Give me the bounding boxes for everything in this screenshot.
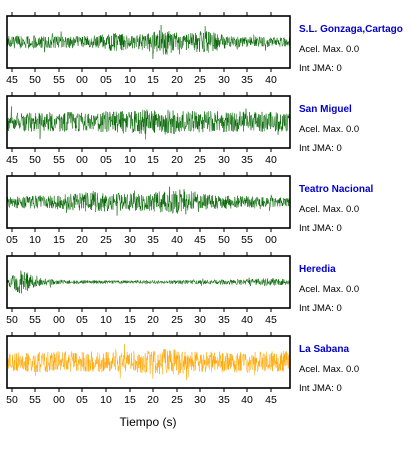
tick-label: 10 xyxy=(100,314,112,326)
panel-1: 45 50 55 00 05 10 15 20 25 30 35 40 S.L. Gonzaga,Car… xyxy=(6,12,403,86)
tick-label: 20 xyxy=(147,314,159,326)
tick-label: 50 xyxy=(29,74,41,86)
station-name: Teatro Nacional xyxy=(299,184,373,195)
tick-label: 20 xyxy=(171,154,183,166)
x-axis-title: Tiempo (s) xyxy=(120,415,177,429)
tick-label: 00 xyxy=(265,234,277,246)
tick-label: 45 xyxy=(6,74,18,86)
tick-label: 55 xyxy=(29,314,41,326)
panel-frame xyxy=(6,95,291,149)
tick-label: 00 xyxy=(53,314,65,326)
tick-label: 40 xyxy=(265,74,277,86)
tick-label: 15 xyxy=(147,154,159,166)
tick-label: 15 xyxy=(53,234,65,246)
max-acceleration-label: Acel. Max. 0.0 xyxy=(299,284,359,295)
tick-label: 35 xyxy=(241,74,253,86)
panel-2: 45 50 55 00 05 10 15 20 25 30 35 40 San Miguel Acel. … xyxy=(6,92,359,166)
jma-intensity-label: Int JMA: 0 xyxy=(299,143,342,154)
tick-label: 00 xyxy=(76,154,88,166)
tick-label: 30 xyxy=(124,234,136,246)
station-name: S.L. Gonzaga,Cartago xyxy=(299,24,403,35)
tick-label: 35 xyxy=(218,314,230,326)
tick-label: 15 xyxy=(147,74,159,86)
station-name: San Miguel xyxy=(299,104,352,115)
waveform-trace xyxy=(6,186,291,216)
tick-label: 10 xyxy=(124,154,136,166)
max-acceleration-label: Acel. Max. 0.0 xyxy=(299,124,359,135)
station-name: La Sabana xyxy=(299,344,349,355)
tick-label: 45 xyxy=(265,394,277,406)
tick-label: 20 xyxy=(76,234,88,246)
panel-frame xyxy=(6,15,291,69)
tick-label: 10 xyxy=(124,74,136,86)
tick-label: 55 xyxy=(53,154,65,166)
tick-label: 50 xyxy=(6,394,18,406)
tick-label: 20 xyxy=(147,394,159,406)
tick-label: 35 xyxy=(218,394,230,406)
waveform-trace xyxy=(6,270,291,294)
panel-frame xyxy=(6,255,291,309)
jma-intensity-label: Int JMA: 0 xyxy=(299,383,342,394)
jma-intensity-label: Int JMA: 0 xyxy=(299,223,342,234)
panel-frame xyxy=(6,175,291,229)
waveform-trace xyxy=(6,25,291,59)
tick-label: 00 xyxy=(76,74,88,86)
tick-label: 15 xyxy=(124,394,136,406)
tick-label: 45 xyxy=(194,234,206,246)
jma-intensity-label: Int JMA: 0 xyxy=(299,63,342,74)
tick-label: 05 xyxy=(76,314,88,326)
tick-label: 50 xyxy=(6,314,18,326)
tick-label: 25 xyxy=(171,314,183,326)
tick-label: 05 xyxy=(76,394,88,406)
max-acceleration-label: Acel. Max. 0.0 xyxy=(299,44,359,55)
jma-intensity-label: Int JMA: 0 xyxy=(299,303,342,314)
tick-label: 55 xyxy=(53,74,65,86)
tick-label: 05 xyxy=(6,234,18,246)
tick-label: 15 xyxy=(124,314,136,326)
tick-label: 30 xyxy=(194,394,206,406)
tick-label: 30 xyxy=(194,314,206,326)
tick-label: 10 xyxy=(100,394,112,406)
tick-label: 00 xyxy=(53,394,65,406)
waveform-trace xyxy=(6,106,291,140)
tick-label: 50 xyxy=(218,234,230,246)
waveform-trace xyxy=(6,344,291,380)
tick-label: 25 xyxy=(194,154,206,166)
panels-group: 45 50 55 00 05 10 15 20 25 30 35 40 S.L. Gonzaga,Car… xyxy=(6,12,403,406)
tick-label: 40 xyxy=(171,234,183,246)
tick-label: 45 xyxy=(6,154,18,166)
tick-label: 40 xyxy=(241,314,253,326)
panel-3: 05 10 15 20 25 30 35 40 45 50 55 00 Teatro Nacional A… xyxy=(6,172,373,246)
panel-4: 50 55 00 05 10 15 20 25 30 35 40 45 Heredia Acel. Max… xyxy=(6,252,359,326)
tick-label: 50 xyxy=(29,154,41,166)
tick-label: 40 xyxy=(265,154,277,166)
tick-label: 55 xyxy=(241,234,253,246)
tick-label: 55 xyxy=(29,394,41,406)
tick-label: 25 xyxy=(100,234,112,246)
tick-label: 25 xyxy=(171,394,183,406)
max-acceleration-label: Acel. Max. 0.0 xyxy=(299,364,359,375)
station-name: Heredia xyxy=(299,264,336,275)
tick-label: 10 xyxy=(29,234,41,246)
panel-frame xyxy=(6,335,291,389)
tick-label: 30 xyxy=(218,74,230,86)
tick-label: 20 xyxy=(171,74,183,86)
max-acceleration-label: Acel. Max. 0.0 xyxy=(299,204,359,215)
tick-label: 35 xyxy=(147,234,159,246)
tick-label: 05 xyxy=(100,154,112,166)
panel-5: 50 55 00 05 10 15 20 25 30 35 40 45 La Sabana Acel. M… xyxy=(6,332,359,406)
tick-label: 40 xyxy=(241,394,253,406)
tick-label: 35 xyxy=(241,154,253,166)
tick-label: 30 xyxy=(218,154,230,166)
tick-label: 05 xyxy=(100,74,112,86)
tick-label: 45 xyxy=(265,314,277,326)
tick-label: 25 xyxy=(194,74,206,86)
